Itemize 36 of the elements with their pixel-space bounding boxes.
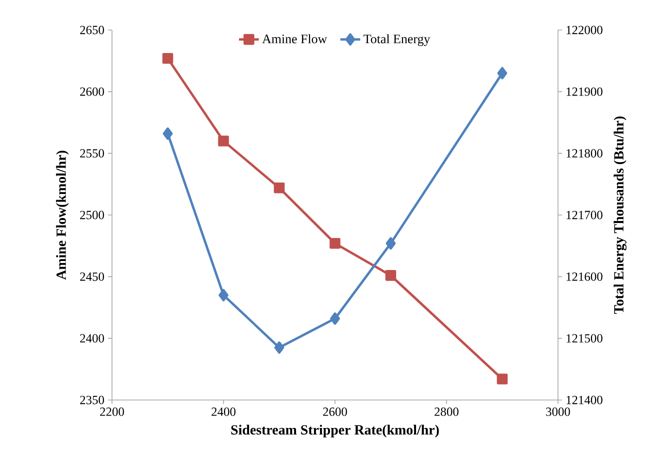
x-axis-title: Sidestream Stripper Rate(kmol/hr) [231,424,439,438]
y-axis-title: Amine Flow(kmol/hr) [56,150,69,280]
point [497,66,508,80]
y-tick-label: 2550 [80,149,104,158]
y2-axis-title: Total Energy Thousands (Btu/hr) [614,116,626,314]
x-tick-label: 3000 [546,408,570,416]
point [218,288,228,302]
legend-label: Amine Flow [262,34,328,44]
y2-tick-label: 121900 [566,87,602,96]
point [496,374,508,384]
point [330,238,340,249]
point [385,270,396,281]
point [386,237,396,250]
y-tick-label: 2500 [80,210,104,220]
point [162,52,174,64]
y-tick-label: 2600 [80,87,104,96]
legend-label: Total Energy [364,34,430,46]
x-tick-label: 2400 [212,408,236,416]
y-tick-label: 2450 [80,272,104,281]
y2-tick-label: 121500 [566,334,602,343]
y-tick-label: 2400 [80,334,104,343]
x-tick-label: 2600 [323,408,347,416]
y2-tick-label: 121600 [566,272,602,281]
point [330,312,340,325]
y2-tick-label: 121700 [566,210,602,220]
y-tick-label: 2350 [80,396,104,404]
y2-tick-label: 122000 [566,26,602,34]
point [218,136,229,146]
y2-tick-label: 121400 [566,396,602,404]
point [162,127,173,140]
x-tick-label: 2200 [100,408,124,416]
x-tick-label: 2800 [434,408,458,416]
y-tick-label: 2650 [80,26,104,34]
y2-tick-label: 121800 [566,149,602,158]
point [274,182,285,194]
point [274,341,284,354]
